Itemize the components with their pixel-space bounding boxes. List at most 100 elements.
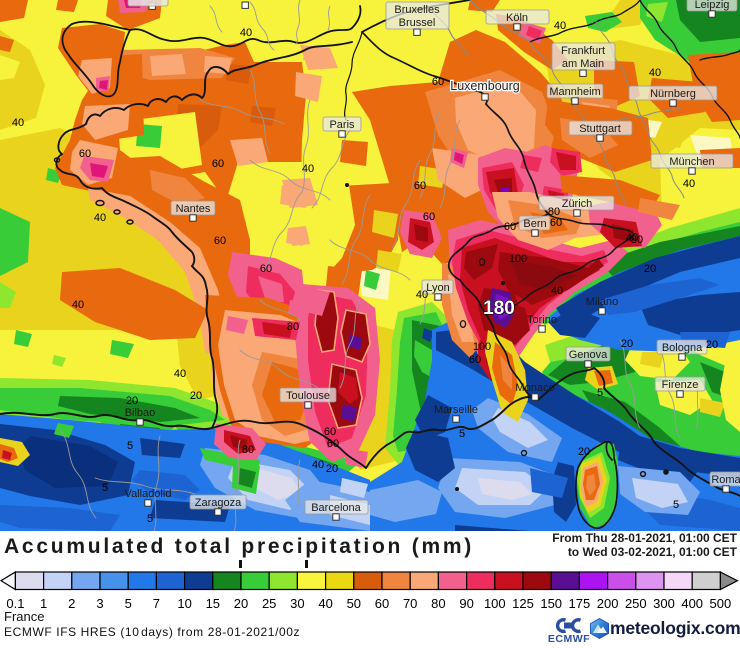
svg-text:10: 10 — [177, 596, 191, 611]
svg-text:100: 100 — [484, 596, 506, 611]
svg-text:Zaragoza: Zaragoza — [195, 497, 242, 509]
svg-text:Firenze: Firenze — [662, 379, 699, 391]
svg-text:5: 5 — [102, 482, 108, 494]
svg-text:40: 40 — [626, 232, 638, 244]
svg-text:am Main: am Main — [562, 58, 604, 70]
svg-text:0.1: 0.1 — [6, 596, 24, 611]
svg-text:3: 3 — [96, 596, 103, 611]
svg-text:80: 80 — [431, 596, 445, 611]
svg-text:80: 80 — [548, 206, 560, 218]
svg-text:180: 180 — [483, 298, 515, 319]
svg-text:300: 300 — [653, 596, 675, 611]
svg-text:Bilbao: Bilbao — [125, 407, 156, 419]
svg-text:Frankfurt: Frankfurt — [561, 45, 605, 57]
svg-text:40: 40 — [649, 67, 661, 79]
svg-text:40: 40 — [302, 163, 314, 175]
svg-text:Monaco: Monaco — [515, 382, 554, 394]
svg-text:60: 60 — [327, 438, 339, 450]
svg-text:60: 60 — [79, 148, 91, 160]
svg-text:60: 60 — [414, 180, 426, 192]
svg-text:40: 40 — [554, 20, 566, 32]
svg-text:5: 5 — [597, 387, 603, 399]
svg-text:25: 25 — [262, 596, 276, 611]
svg-text:60: 60 — [260, 263, 272, 275]
svg-text:40: 40 — [94, 212, 106, 224]
svg-text:20: 20 — [190, 390, 202, 402]
svg-text:200: 200 — [597, 596, 619, 611]
svg-text:20: 20 — [644, 263, 656, 275]
svg-text:Genova: Genova — [569, 349, 608, 361]
svg-text:Brussel: Brussel — [399, 17, 436, 29]
svg-text:Bologna: Bologna — [662, 342, 703, 354]
svg-text:40: 40 — [551, 285, 563, 297]
svg-text:60: 60 — [375, 596, 389, 611]
svg-text:Bern: Bern — [523, 218, 546, 230]
svg-text:20: 20 — [126, 395, 138, 407]
svg-text:Mannheim: Mannheim — [549, 86, 600, 98]
svg-text:20: 20 — [706, 339, 718, 351]
svg-text:Nürnberg: Nürnberg — [650, 88, 696, 100]
svg-text:175: 175 — [569, 596, 591, 611]
svg-text:7: 7 — [153, 596, 160, 611]
svg-text:München: München — [669, 156, 714, 168]
svg-text:Stuttgart: Stuttgart — [579, 123, 621, 135]
svg-text:50: 50 — [347, 596, 361, 611]
svg-text:5: 5 — [673, 499, 679, 511]
svg-text:5: 5 — [459, 428, 465, 440]
svg-text:Zürich: Zürich — [562, 198, 593, 210]
svg-text:5: 5 — [125, 596, 132, 611]
svg-text:100: 100 — [509, 253, 527, 265]
svg-text:20: 20 — [326, 463, 338, 475]
svg-text:1: 1 — [40, 596, 47, 611]
svg-text:40: 40 — [174, 368, 186, 380]
svg-text:Milano: Milano — [586, 296, 618, 308]
svg-text:150: 150 — [540, 596, 562, 611]
svg-text:40: 40 — [72, 299, 84, 311]
svg-text:5: 5 — [127, 440, 133, 452]
svg-text:20: 20 — [578, 446, 590, 458]
svg-text:2: 2 — [68, 596, 75, 611]
svg-text:Paris: Paris — [329, 119, 355, 131]
svg-text:40: 40 — [12, 117, 24, 129]
svg-text:60: 60 — [469, 354, 481, 366]
svg-text:400: 400 — [681, 596, 703, 611]
svg-text:Toulouse: Toulouse — [286, 390, 330, 402]
svg-text:90: 90 — [459, 596, 473, 611]
svg-text:40: 40 — [318, 596, 332, 611]
svg-text:60: 60 — [504, 221, 516, 233]
svg-text:40: 40 — [416, 289, 428, 301]
svg-text:Valladolid: Valladolid — [125, 488, 172, 500]
svg-text:30: 30 — [290, 596, 304, 611]
svg-text:250: 250 — [625, 596, 647, 611]
svg-text:80: 80 — [631, 234, 643, 246]
svg-text:20: 20 — [234, 596, 248, 611]
svg-text:125: 125 — [512, 596, 534, 611]
svg-text:60: 60 — [324, 426, 336, 438]
svg-text:80: 80 — [242, 444, 254, 456]
svg-text:40: 40 — [312, 459, 324, 471]
svg-text:Bruxelles: Bruxelles — [394, 4, 440, 16]
svg-text:Barcelona: Barcelona — [311, 502, 361, 514]
svg-text:Luxembourg: Luxembourg — [450, 79, 520, 93]
svg-text:Marseille: Marseille — [434, 404, 478, 416]
svg-text:60: 60 — [432, 76, 444, 88]
svg-text:Köln: Köln — [506, 12, 528, 24]
svg-text:60: 60 — [212, 158, 224, 170]
svg-text:70: 70 — [403, 596, 417, 611]
svg-text:ECMWF: ECMWF — [548, 633, 590, 645]
svg-text:Lyon: Lyon — [426, 282, 449, 294]
svg-text:500: 500 — [710, 596, 732, 611]
svg-text:5: 5 — [147, 513, 153, 525]
svg-text:60: 60 — [214, 235, 226, 247]
svg-text:Roma: Roma — [711, 474, 740, 486]
svg-text:15: 15 — [206, 596, 220, 611]
svg-text:60: 60 — [550, 217, 562, 229]
svg-text:Torino: Torino — [527, 314, 557, 326]
svg-text:80: 80 — [287, 321, 299, 333]
svg-text:Leipzig: Leipzig — [695, 0, 730, 11]
svg-text:Nantes: Nantes — [176, 203, 211, 215]
svg-text:40: 40 — [683, 178, 695, 190]
svg-text:40: 40 — [240, 27, 252, 39]
svg-text:60: 60 — [423, 211, 435, 223]
svg-text:100: 100 — [473, 341, 491, 353]
